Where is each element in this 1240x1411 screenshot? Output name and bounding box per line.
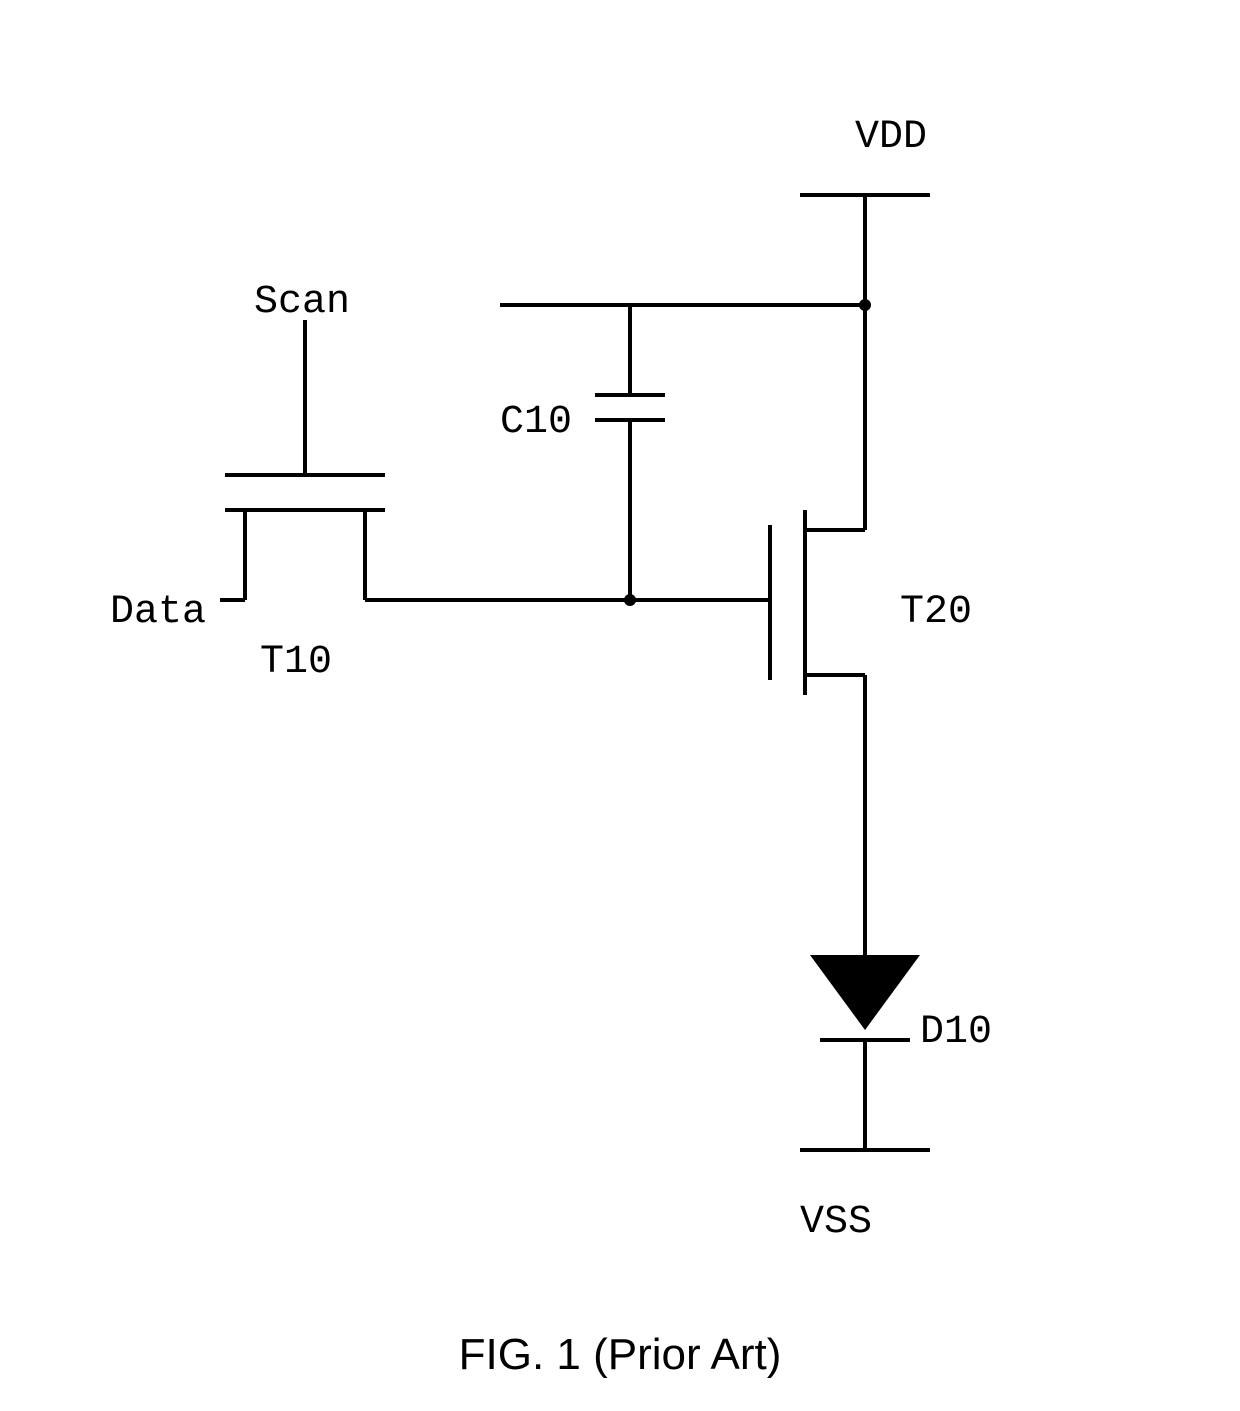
label-t20: T20	[900, 590, 972, 635]
label-d10: D10	[920, 1010, 992, 1055]
label-data: Data	[110, 590, 206, 635]
label-vdd: VDD	[855, 115, 927, 160]
circuit-figure: VDD Scan Data C10 T10 T20 D10 VSS FIG. 1…	[0, 0, 1240, 1411]
label-vss: VSS	[800, 1200, 872, 1245]
label-t10: T10	[260, 640, 332, 685]
label-scan: Scan	[254, 280, 350, 325]
circuit-svg	[0, 0, 1240, 1411]
figure-caption: FIG. 1 (Prior Art)	[459, 1330, 782, 1380]
label-c10: C10	[500, 400, 572, 445]
